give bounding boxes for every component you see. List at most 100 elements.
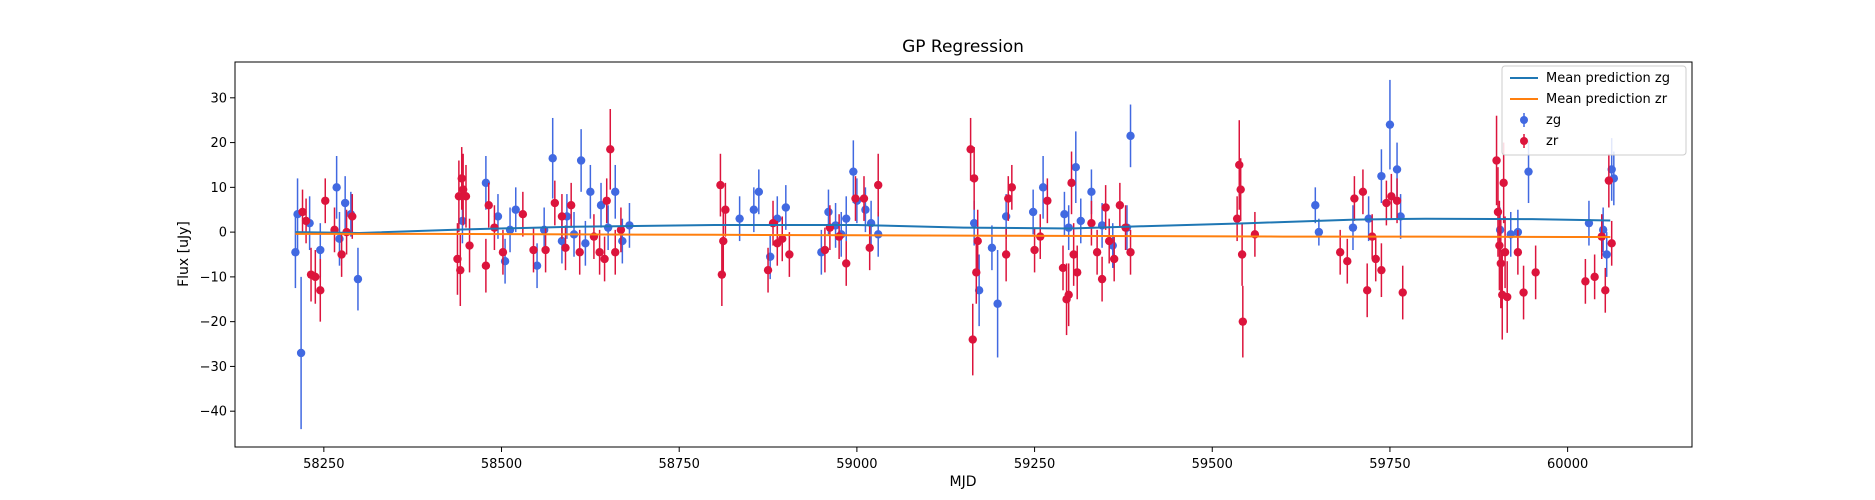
x-tick-label: 58750 [659, 457, 700, 472]
zr-data-point [561, 243, 570, 252]
legend: Mean prediction zg Mean prediction zr zg… [1501, 65, 1687, 156]
zr-data-point [566, 201, 576, 210]
zr-data-point [454, 192, 464, 201]
zr-data-point [498, 248, 508, 257]
legend-swatch-zg [1520, 116, 1528, 124]
zg-data-point [754, 187, 764, 197]
zr-data-point [1392, 196, 1402, 205]
zr-data-point [785, 250, 794, 259]
y-tick-label: −40 [200, 405, 227, 420]
zr-data-point [557, 212, 567, 221]
zg-data-point [576, 156, 586, 165]
zg-data-point [1038, 183, 1048, 192]
y-axis-label: Flux [uJy] [176, 221, 192, 287]
zr-data-point [602, 196, 611, 205]
zg-data-point [1076, 216, 1085, 226]
x-tick-label: 58250 [303, 457, 344, 472]
chart-title: GP Regression [902, 37, 1024, 57]
zg-data-point [335, 234, 344, 244]
zg-data-point [581, 239, 590, 248]
zr-data-point [606, 145, 615, 154]
zr-data-point [456, 265, 465, 275]
zr-data-point [348, 212, 357, 221]
zg-data-point [1126, 131, 1135, 141]
zg-data-point [1071, 163, 1080, 172]
zg-data-point [340, 198, 350, 208]
zr-data-point [1069, 250, 1078, 259]
zg-data-point [765, 252, 775, 261]
zr-data-point [481, 261, 491, 270]
zr-data-point [968, 335, 977, 344]
zg-data-point [1392, 165, 1402, 174]
zr-data-point [851, 194, 860, 203]
zr-data-point [834, 232, 844, 241]
zr-data-point [484, 201, 493, 210]
zr-data-point [529, 245, 538, 255]
zr-data-point [1115, 201, 1125, 210]
zg-data-point [1314, 227, 1324, 237]
zr-data-point [1092, 248, 1102, 257]
x-tick-label: 60000 [1547, 457, 1588, 472]
plot-area-frame [234, 61, 1693, 448]
zr-data-point [1387, 192, 1396, 201]
zr-data-point [321, 196, 330, 205]
zg-data-point [987, 243, 997, 252]
zr-data-point [575, 248, 584, 257]
zr-data-point [1105, 236, 1114, 246]
zg-data-point [493, 212, 503, 221]
zr-data-point [311, 272, 320, 282]
zg-data-point [316, 245, 325, 255]
y-axis: −40 −30 −20 −10 0 10 20 30 [200, 91, 235, 420]
zr-data-point [1371, 254, 1380, 264]
zg-data-point [603, 223, 613, 232]
zg-data-point [505, 225, 515, 235]
zr-data-point [1362, 286, 1372, 295]
x-tick-label: 59000 [836, 457, 877, 472]
zg-data-point [332, 183, 341, 192]
zr-data-point [1358, 187, 1368, 197]
zr-data-point [301, 216, 311, 226]
zg-data-point [993, 299, 1002, 308]
zg-data-point [1602, 250, 1611, 259]
zr-data-point [865, 243, 874, 252]
zg-data-point [353, 274, 363, 284]
zr-data-point [859, 194, 869, 203]
zg-data-point [1524, 167, 1533, 176]
zr-data-point [1607, 239, 1616, 248]
legend-label-zr: zr [1546, 134, 1559, 149]
zg-data-point [296, 348, 306, 358]
zr-data-point [453, 254, 462, 264]
zg-data-point [969, 218, 979, 228]
zr-data-point [1499, 178, 1508, 188]
zr-data-point [1500, 248, 1510, 257]
legend-frame [1501, 65, 1687, 156]
zr-data-point [966, 145, 975, 154]
zg-data-point [1348, 223, 1358, 232]
x-tick-label: 59500 [1192, 457, 1233, 472]
zr-data-point [1493, 207, 1503, 217]
zg-data-point [618, 236, 627, 246]
zg-data-point [749, 205, 759, 214]
zg-data-point [511, 205, 520, 214]
zr-data-point [716, 180, 725, 190]
zr-data-point [1101, 203, 1110, 212]
zr-data-point [518, 210, 528, 219]
zr-data-point [1067, 178, 1076, 188]
series-zr [298, 109, 1616, 376]
zr-data-point [1007, 183, 1017, 192]
zr-data-point [778, 234, 787, 244]
zr-data-point [763, 265, 773, 275]
zr-data-point [595, 248, 604, 257]
y-tick-label: −30 [200, 360, 227, 375]
zg-data-point [1087, 187, 1096, 197]
y-tick-label: −10 [200, 270, 227, 285]
zg-data-point [611, 187, 620, 197]
mean-prediction-zg-line [295, 217, 1611, 235]
zr-data-point [1601, 286, 1610, 295]
zr-data-point [1073, 268, 1082, 277]
legend-label-mean-zr: Mean prediction zr [1546, 92, 1668, 107]
zr-data-point [1109, 254, 1119, 264]
zg-data-point [1385, 120, 1395, 129]
zg-data-point [596, 201, 606, 210]
zr-data-point [600, 254, 609, 264]
